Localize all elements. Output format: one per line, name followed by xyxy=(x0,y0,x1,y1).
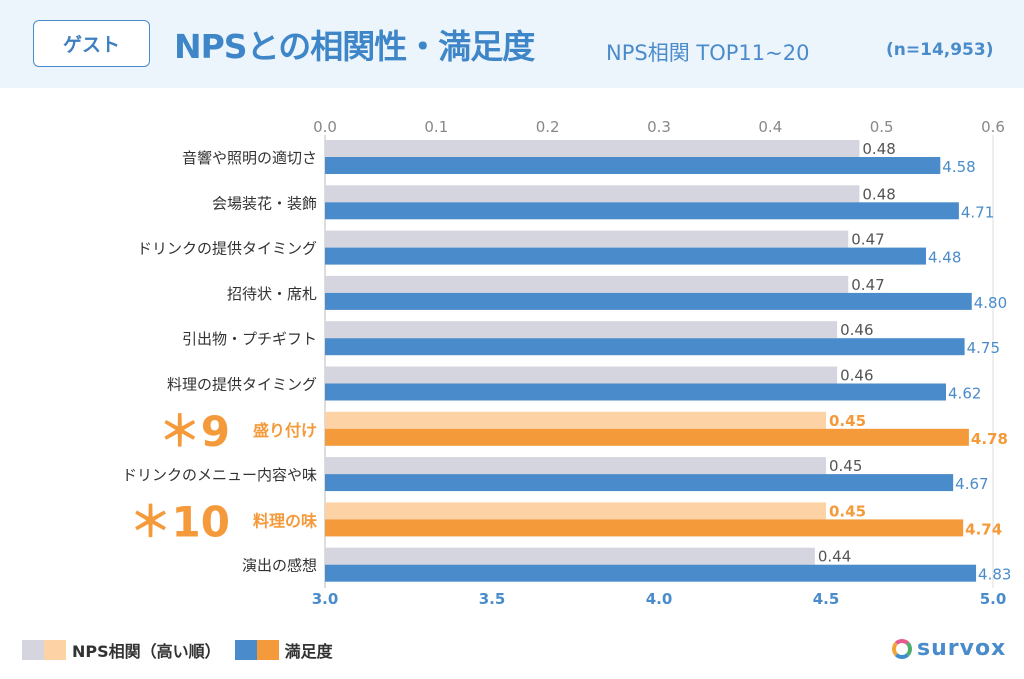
page-title: NPSとの相関性・満足度 xyxy=(174,27,535,66)
top-tick-label: 0.6 xyxy=(981,118,1005,136)
nps-value-label: 0.44 xyxy=(818,548,851,566)
rank-marker: ＊10 xyxy=(130,497,230,546)
satisfaction-bar xyxy=(325,564,977,582)
legend-swatch-blue xyxy=(234,640,257,660)
satisfaction-bar xyxy=(325,428,969,446)
nps-value-label: 0.47 xyxy=(851,231,884,249)
satisfaction-bar xyxy=(325,157,941,174)
category-label: 料理の味 xyxy=(253,511,317,530)
nps-bar xyxy=(325,185,860,203)
satisfaction-value-label: 4.62 xyxy=(948,385,981,403)
legend: NPS相関（高い順） 満足度 xyxy=(22,638,333,662)
logo-ring-icon xyxy=(892,638,912,659)
category-label: ドリンクのメニュー内容や味 xyxy=(122,466,317,484)
satisfaction-value-label: 4.80 xyxy=(974,294,1007,312)
satisfaction-bar xyxy=(325,519,964,537)
satisfaction-bar xyxy=(325,474,954,492)
top-tick-label: 0.4 xyxy=(758,118,782,136)
satisfaction-bar xyxy=(325,202,959,220)
satisfaction-bar xyxy=(325,338,965,356)
survox-logo: survox xyxy=(892,636,1006,661)
nps-bar xyxy=(325,230,849,248)
nps-bar xyxy=(325,547,815,565)
bottom-tick-label: 4.0 xyxy=(646,590,673,608)
category-label: 音響や照明の適切さ xyxy=(182,149,317,167)
header: ゲスト NPSとの相関性・満足度 NPS相関 TOP11~20 (n=14,95… xyxy=(0,0,1024,88)
nps-value-label: 0.45 xyxy=(829,412,866,430)
bottom-tick-label: 3.0 xyxy=(312,590,339,608)
satisfaction-value-label: 4.74 xyxy=(965,520,1002,538)
satisfaction-value-label: 4.67 xyxy=(955,475,988,493)
nps-bar xyxy=(325,502,826,520)
legend-swatch-orange xyxy=(256,640,279,660)
category-label: 会場装花・装飾 xyxy=(212,194,317,212)
nps-bar xyxy=(325,321,838,339)
logo-text: survox xyxy=(917,636,1007,661)
nps-bar xyxy=(325,411,826,429)
nps-value-label: 0.48 xyxy=(862,140,895,158)
bottom-tick-label: 4.5 xyxy=(813,590,840,608)
category-label: 引出物・プチギフト xyxy=(182,330,317,348)
nps-bar xyxy=(325,457,826,475)
satisfaction-value-label: 4.71 xyxy=(961,203,994,221)
satisfaction-bar xyxy=(325,247,926,265)
category-label: 招待状・席札 xyxy=(227,285,317,303)
sample-size: (n=14,953) xyxy=(886,40,994,60)
top-tick-label: 0.3 xyxy=(647,118,671,136)
nps-value-label: 0.46 xyxy=(840,321,873,339)
satisfaction-value-label: 4.48 xyxy=(928,249,961,267)
category-label: 盛り付け xyxy=(253,421,317,440)
top-tick-label: 0.0 xyxy=(313,118,337,136)
nps-value-label: 0.46 xyxy=(840,367,873,385)
category-label: 演出の感想 xyxy=(242,557,317,575)
nps-bar xyxy=(325,140,860,157)
audience-badge: ゲスト xyxy=(33,20,150,67)
legend-swatch-grey xyxy=(22,640,44,660)
bottom-tick-label: 3.5 xyxy=(479,590,506,608)
bottom-tick-label: 5.0 xyxy=(980,590,1007,608)
legend-nps: NPS相関（高い順） xyxy=(72,642,221,661)
nps-value-label: 0.47 xyxy=(851,276,884,294)
satisfaction-value-label: 4.75 xyxy=(967,339,1000,357)
top-tick-label: 0.5 xyxy=(870,118,894,136)
rank-marker: ＊9 xyxy=(159,407,230,456)
category-label: 料理の提供タイミング xyxy=(167,376,317,394)
satisfaction-value-label: 4.78 xyxy=(971,430,1008,448)
nps-value-label: 0.45 xyxy=(829,457,862,475)
satisfaction-value-label: 4.58 xyxy=(942,158,975,176)
top-tick-label: 0.1 xyxy=(424,118,448,136)
category-label: ドリンクの提供タイミング xyxy=(137,240,317,258)
legend-satisfaction: 満足度 xyxy=(284,642,333,661)
top-tick-label: 0.2 xyxy=(536,118,560,136)
nps-value-label: 0.45 xyxy=(829,502,866,520)
nps-value-label: 0.48 xyxy=(862,185,895,203)
satisfaction-bar xyxy=(325,292,972,310)
satisfaction-value-label: 4.83 xyxy=(978,566,1011,584)
satisfaction-bar xyxy=(325,383,947,401)
subtitle: NPS相関 TOP11~20 xyxy=(606,41,810,65)
nps-bar xyxy=(325,366,838,384)
nps-bar xyxy=(325,275,849,293)
legend-swatch-lightorange xyxy=(44,640,66,660)
